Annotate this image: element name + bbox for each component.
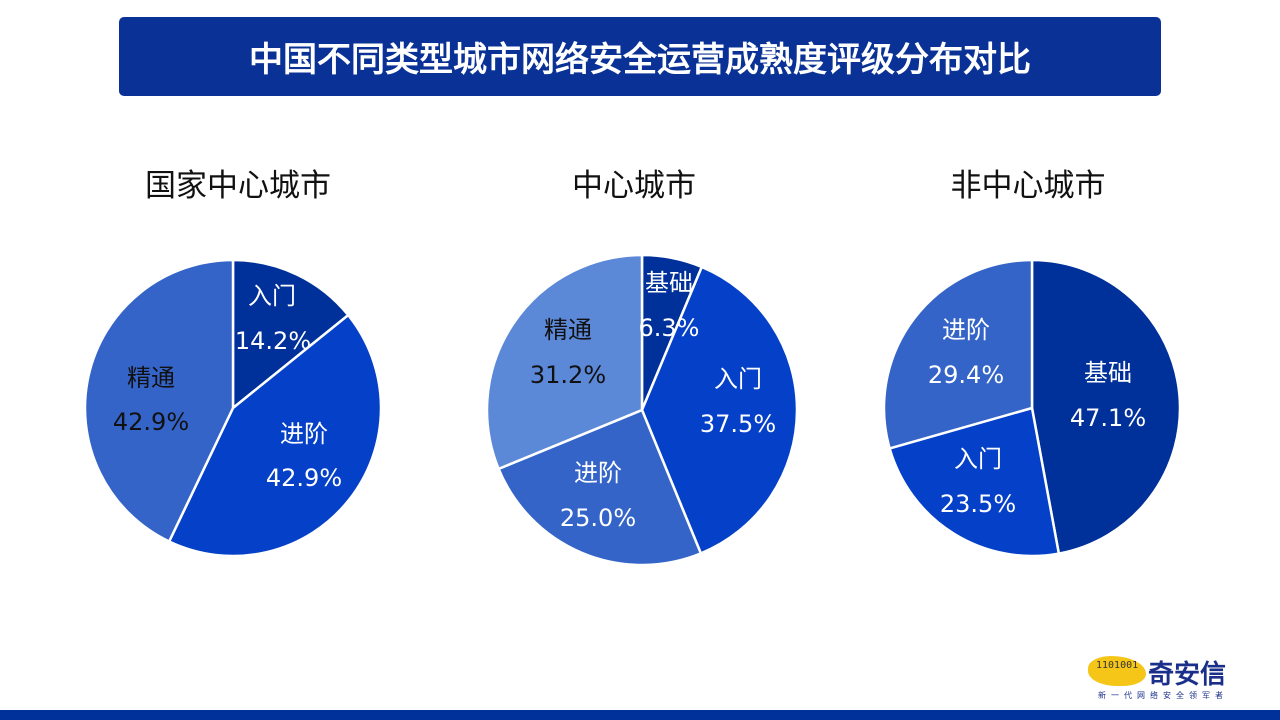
- pie-center: 基础 6.3% 入门 37.5% 进阶 25.0% 精通 31.2%: [485, 253, 799, 567]
- pie-slice-进阶: [882, 258, 1034, 450]
- chart-title-center: 中心城市: [572, 168, 696, 204]
- pie-slice-入门: [231, 258, 350, 411]
- slice-value-label: 47.1%: [1070, 404, 1146, 432]
- title-bar: 中国不同类型城市网络安全运营成熟度评级分布对比: [119, 17, 1161, 96]
- chart-title-national-center: 国家中心城市: [145, 168, 331, 204]
- slice-category-label: 入门: [954, 445, 1002, 473]
- pie-slice-精通: [83, 258, 235, 544]
- pie-slice-入门: [640, 265, 799, 556]
- slice-value-label: 42.9%: [266, 464, 342, 492]
- slice-category-label: 基础: [1084, 359, 1132, 387]
- pie-non-center: 基础 47.1% 入门 23.5% 进阶 29.4%: [882, 258, 1182, 558]
- logo-slogan: 新一代网络安全领军者: [1098, 691, 1228, 700]
- slice-value-label: 25.0%: [560, 504, 636, 532]
- pie-slice-入门: [888, 406, 1061, 558]
- page-title: 中国不同类型城市网络安全运营成熟度评级分布对比: [249, 40, 1031, 80]
- slice-value-label: 29.4%: [928, 361, 1004, 389]
- slice-value-label: 23.5%: [940, 490, 1016, 518]
- logo-brand: 奇安信: [1148, 660, 1227, 690]
- bottom-bar: [0, 710, 1280, 720]
- slice-category-label: 入门: [714, 365, 762, 393]
- slice-category-label: 精通: [127, 364, 175, 392]
- chart-title-non-center: 非中心城市: [950, 168, 1106, 204]
- slice-category-label: 精通: [544, 316, 592, 344]
- slice-value-label: 31.2%: [530, 361, 606, 389]
- slice-category-label: 进阶: [574, 459, 622, 487]
- pie-slice-精通: [485, 253, 644, 471]
- pie-national-center: 入门 14.2% 进阶 42.9% 精通 42.9%: [83, 258, 383, 558]
- logo: 1101001 奇安信 新一代网络安全领军者: [1088, 652, 1258, 704]
- tiger-mascot-icon: 1101001: [1088, 656, 1146, 686]
- slice-value-label: 42.9%: [113, 408, 189, 436]
- slice-category-label: 进阶: [280, 420, 328, 448]
- pie-slice-进阶: [167, 313, 383, 558]
- slice-value-label: 37.5%: [700, 410, 776, 438]
- slice-category-label: 进阶: [942, 316, 990, 344]
- slice-category-label: 入门: [248, 282, 296, 310]
- slice-category-label: 基础: [645, 269, 693, 297]
- slice-value-label: 14.2%: [235, 327, 311, 355]
- slice-value-label: 6.3%: [639, 314, 700, 342]
- pie-slice-基础: [1030, 258, 1182, 556]
